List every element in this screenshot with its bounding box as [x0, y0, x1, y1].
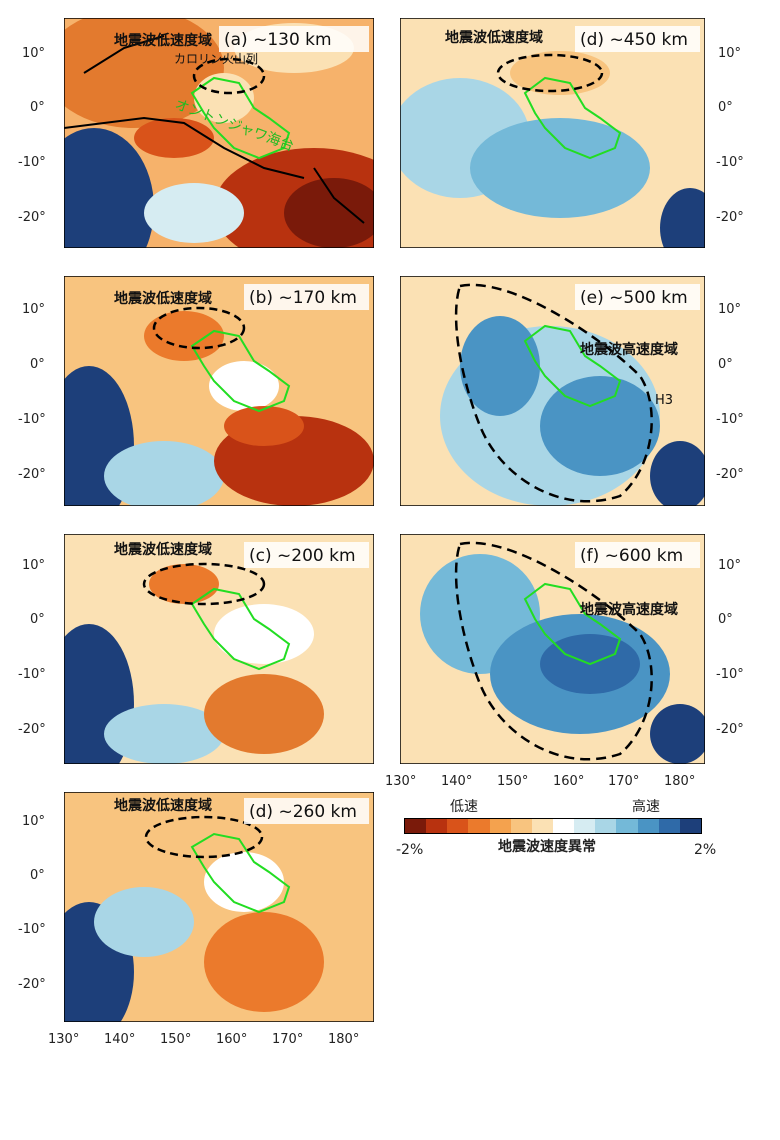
- lat-tick: -10°: [18, 667, 46, 682]
- map-f: (f) ~600 km 地震波高速度域: [400, 534, 705, 764]
- lat-tick: -10°: [18, 155, 46, 170]
- lat-tick: 10°: [22, 46, 46, 61]
- panel-title: (d) ~260 km: [249, 802, 357, 822]
- lon-tick: 130°: [385, 774, 417, 789]
- colorbar-swatch: [510, 819, 532, 833]
- low-velocity-label: 地震波低速度域: [114, 797, 212, 814]
- lat-tick: 0°: [30, 100, 45, 115]
- panel-b: (b) ~170 km 地震波低速度域: [64, 276, 374, 506]
- lat-tick: 0°: [30, 868, 45, 883]
- map-a: (a) ~130 km 地震波低速度域 カロリン火山列 オントンジャワ海台: [64, 18, 374, 248]
- panel-title: (e) ~500 km: [580, 288, 688, 308]
- lat-tick: 0°: [30, 357, 45, 372]
- map-e: (e) ~500 km 地震波高速度域 H3: [400, 276, 705, 506]
- panel-a: (a) ~130 km 地震波低速度域 カロリン火山列 オントンジャワ海台: [64, 18, 374, 248]
- lon-tick: 170°: [272, 1032, 304, 1047]
- lat-tick: 0°: [718, 100, 733, 115]
- panel-title: (f) ~600 km: [580, 546, 683, 566]
- lat-tick: -20°: [716, 722, 744, 737]
- caroline-label: カロリン火山列: [174, 52, 258, 66]
- low-velocity-label: 地震波低速度域: [114, 290, 212, 307]
- lat-tick: 10°: [718, 46, 742, 61]
- panel-d1: (d) ~260 km 地震波低速度域: [64, 792, 374, 1022]
- colorbar-swatch: [574, 819, 596, 833]
- low-velocity-label: 地震波低速度域: [114, 32, 212, 49]
- lat-tick: -20°: [18, 722, 46, 737]
- legend-min: -2%: [396, 842, 424, 858]
- lon-tick: 180°: [328, 1032, 360, 1047]
- lat-tick: 10°: [718, 302, 742, 317]
- lat-tick: 10°: [22, 558, 46, 573]
- colorbar-swatch: [658, 819, 680, 833]
- colorbar-swatch: [595, 819, 617, 833]
- high-velocity-label: 地震波高速度域: [580, 341, 678, 358]
- lon-tick: 150°: [160, 1032, 192, 1047]
- lon-tick: 170°: [608, 774, 640, 789]
- lat-tick: -10°: [716, 155, 744, 170]
- lon-tick: 160°: [553, 774, 585, 789]
- legend-slow-label: 低速: [450, 799, 478, 815]
- colorbar-swatch: [531, 819, 553, 833]
- colorbar-swatch: [552, 819, 575, 833]
- lat-tick: 10°: [22, 814, 46, 829]
- lat-tick: -20°: [18, 977, 46, 992]
- map-c: (c) ~200 km 地震波低速度域: [64, 534, 374, 764]
- legend-max: 2%: [694, 842, 717, 858]
- lat-tick: -10°: [18, 922, 46, 937]
- colorbar: [404, 818, 702, 834]
- low-velocity-label: 地震波低速度域: [445, 29, 543, 46]
- lat-tick: -20°: [716, 210, 744, 225]
- lat-tick: 10°: [22, 302, 46, 317]
- colorbar-swatch: [426, 819, 448, 833]
- map-d1: (d) ~260 km 地震波低速度域: [64, 792, 374, 1022]
- lat-tick: 0°: [718, 612, 733, 627]
- lat-tick: -10°: [716, 667, 744, 682]
- lon-tick: 140°: [441, 774, 473, 789]
- lon-tick: 130°: [48, 1032, 80, 1047]
- map-b: (b) ~170 km 地震波低速度域: [64, 276, 374, 506]
- panel-title: (b) ~170 km: [249, 288, 357, 308]
- high-velocity-label: 地震波高速度域: [580, 601, 678, 618]
- lat-tick: 0°: [718, 357, 733, 372]
- colorbar-swatch: [489, 819, 511, 833]
- legend-fast-label: 高速: [632, 799, 660, 815]
- legend-title: 地震波速度異常: [498, 839, 596, 855]
- lat-tick: -10°: [18, 412, 46, 427]
- panel-title: (c) ~200 km: [249, 546, 356, 566]
- colorbar-swatch: [637, 819, 659, 833]
- colorbar-swatch: [447, 819, 469, 833]
- h3-label: H3: [655, 393, 673, 408]
- panel-title: (d) ~450 km: [580, 30, 688, 50]
- panel-c: (c) ~200 km 地震波低速度域: [64, 534, 374, 764]
- colorbar-swatch: [468, 819, 490, 833]
- lat-tick: 10°: [718, 558, 742, 573]
- panel-title: (a) ~130 km: [224, 30, 332, 50]
- lat-tick: -20°: [716, 467, 744, 482]
- lat-tick: -10°: [716, 412, 744, 427]
- panel-f: (f) ~600 km 地震波高速度域: [400, 534, 705, 764]
- lat-tick: 0°: [30, 612, 45, 627]
- lon-tick: 150°: [497, 774, 529, 789]
- low-velocity-label: 地震波低速度域: [114, 541, 212, 558]
- panel-d2: (d) ~450 km 地震波低速度域: [400, 18, 705, 248]
- lon-tick: 140°: [104, 1032, 136, 1047]
- lon-tick: 180°: [664, 774, 696, 789]
- colorbar-swatch: [679, 819, 701, 833]
- colorbar-swatch: [405, 819, 427, 833]
- lon-tick: 160°: [216, 1032, 248, 1047]
- panel-e: (e) ~500 km 地震波高速度域 H3: [400, 276, 705, 506]
- map-d2: (d) ~450 km 地震波低速度域: [400, 18, 705, 248]
- lat-tick: -20°: [18, 210, 46, 225]
- colorbar-swatch: [616, 819, 638, 833]
- lat-tick: -20°: [18, 467, 46, 482]
